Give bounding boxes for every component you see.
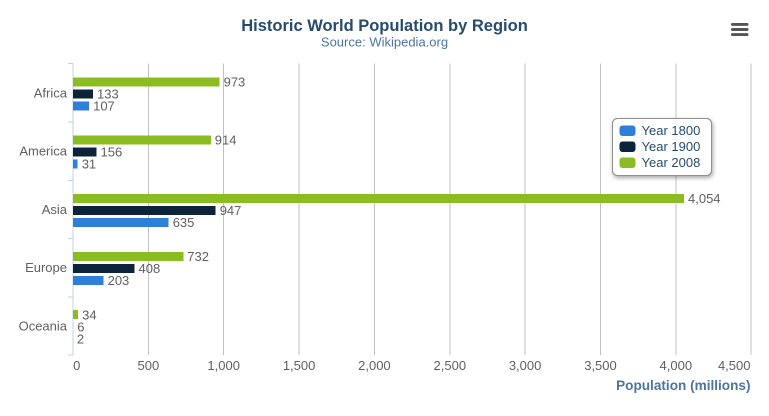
svg-text:1,500: 1,500 [283, 358, 316, 373]
svg-text:America: America [19, 144, 67, 159]
svg-text:2: 2 [77, 331, 84, 346]
svg-text:635: 635 [173, 215, 195, 230]
svg-text:1,000: 1,000 [207, 358, 240, 373]
svg-text:4,054: 4,054 [688, 191, 721, 206]
svg-text:408: 408 [139, 261, 161, 276]
svg-text:156: 156 [101, 145, 123, 160]
svg-text:500: 500 [138, 358, 160, 373]
svg-text:Historic World Population by R: Historic World Population by Region [241, 17, 528, 35]
svg-text:0: 0 [73, 358, 80, 373]
svg-text:Europe: Europe [25, 260, 67, 275]
svg-text:Year 2008: Year 2008 [642, 155, 701, 170]
svg-text:3,000: 3,000 [509, 358, 542, 373]
svg-text:Year 1900: Year 1900 [642, 139, 701, 154]
svg-text:Year 1800: Year 1800 [642, 123, 701, 138]
svg-text:Africa: Africa [34, 86, 68, 101]
svg-text:4,500: 4,500 [718, 358, 751, 373]
svg-text:Source: Wikipedia.org: Source: Wikipedia.org [321, 35, 448, 50]
svg-text:107: 107 [93, 99, 115, 114]
svg-text:914: 914 [215, 133, 237, 148]
svg-text:947: 947 [220, 203, 242, 218]
svg-text:2,000: 2,000 [358, 358, 391, 373]
svg-text:973: 973 [224, 75, 246, 90]
svg-text:203: 203 [108, 273, 130, 288]
svg-text:31: 31 [82, 157, 96, 172]
svg-text:2,500: 2,500 [434, 358, 467, 373]
svg-text:34: 34 [82, 307, 96, 322]
svg-text:133: 133 [97, 87, 119, 102]
svg-text:Oceania: Oceania [19, 318, 68, 333]
svg-text:6: 6 [77, 319, 84, 334]
svg-text:4,000: 4,000 [660, 358, 693, 373]
svg-text:732: 732 [187, 249, 209, 264]
svg-text:3,500: 3,500 [584, 358, 617, 373]
svg-text:Population (millions): Population (millions) [616, 378, 750, 393]
svg-text:Asia: Asia [42, 202, 68, 217]
